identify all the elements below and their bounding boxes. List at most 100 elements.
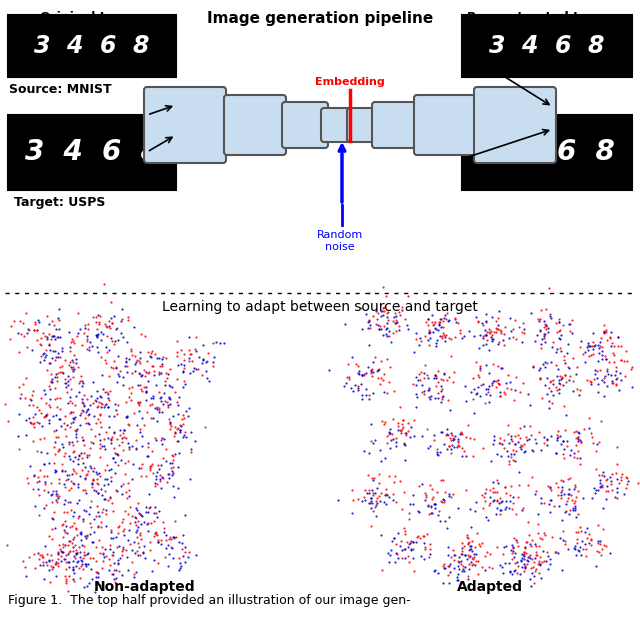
Point: [500, 482, 510, 492]
Point: [95, 443, 106, 453]
Point: [130, 512, 140, 522]
Point: [95, 580, 106, 590]
Point: [95, 311, 106, 321]
Point: [44, 555, 54, 565]
Point: [591, 485, 602, 495]
Point: [356, 324, 367, 334]
Point: [493, 324, 504, 334]
Point: [540, 319, 550, 329]
Point: [523, 556, 533, 566]
Point: [520, 538, 531, 548]
Point: [46, 550, 56, 560]
Point: [486, 563, 497, 573]
Point: [47, 524, 58, 534]
Point: [421, 492, 431, 502]
Point: [72, 362, 83, 372]
Point: [523, 480, 533, 490]
Point: [70, 400, 81, 410]
Point: [380, 453, 390, 463]
Point: [145, 461, 155, 471]
Point: [554, 326, 564, 336]
Point: [390, 558, 400, 568]
Point: [531, 550, 541, 560]
Point: [482, 327, 492, 337]
Point: [547, 379, 557, 389]
Point: [484, 397, 495, 407]
Point: [122, 552, 132, 562]
Point: [52, 393, 62, 403]
Point: [149, 432, 159, 442]
Point: [570, 440, 580, 450]
Point: [71, 524, 81, 534]
Point: [108, 551, 118, 561]
Point: [573, 446, 583, 456]
Point: [82, 452, 92, 462]
Point: [366, 368, 376, 378]
Point: [524, 530, 534, 540]
Point: [77, 564, 88, 574]
Point: [404, 557, 414, 567]
Point: [63, 557, 74, 567]
Point: [569, 428, 579, 438]
Point: [44, 319, 54, 329]
Point: [161, 543, 172, 553]
Point: [552, 326, 562, 336]
Point: [575, 437, 586, 447]
Point: [399, 439, 409, 449]
Point: [76, 561, 86, 571]
Point: [81, 506, 91, 516]
Point: [19, 331, 29, 341]
Point: [378, 330, 388, 340]
Point: [448, 434, 458, 444]
Point: [509, 566, 519, 576]
Point: [378, 282, 388, 292]
Point: [110, 363, 120, 373]
Point: [448, 544, 458, 554]
Point: [526, 581, 536, 591]
Point: [431, 371, 442, 381]
Point: [101, 342, 111, 352]
Point: [499, 387, 509, 397]
Point: [159, 396, 170, 406]
Point: [516, 556, 526, 566]
Point: [431, 444, 442, 454]
Point: [363, 323, 373, 333]
Point: [488, 327, 499, 337]
Point: [50, 383, 60, 393]
Point: [500, 482, 511, 492]
Point: [404, 431, 415, 441]
Point: [545, 311, 555, 321]
Point: [400, 440, 410, 450]
Point: [563, 544, 573, 554]
Point: [442, 429, 452, 439]
Point: [77, 340, 87, 350]
Point: [484, 381, 494, 391]
Point: [31, 325, 42, 335]
Point: [30, 319, 40, 329]
Point: [173, 553, 184, 563]
Point: [599, 320, 609, 330]
Point: [517, 441, 527, 451]
Point: [556, 475, 566, 485]
Point: [373, 308, 383, 318]
Point: [165, 418, 175, 428]
Point: [510, 385, 520, 395]
Point: [602, 364, 612, 374]
Point: [353, 361, 363, 371]
Point: [507, 436, 517, 446]
Point: [503, 420, 513, 430]
Point: [431, 338, 441, 348]
Point: [74, 495, 84, 505]
Point: [156, 396, 166, 406]
Point: [120, 361, 130, 371]
Point: [385, 362, 395, 372]
Point: [58, 539, 68, 549]
Point: [357, 370, 367, 380]
Point: [97, 548, 108, 558]
Point: [109, 311, 119, 321]
Point: [193, 364, 204, 374]
Point: [118, 332, 129, 342]
Point: [586, 379, 596, 389]
Point: [154, 538, 164, 548]
Point: [606, 370, 616, 380]
